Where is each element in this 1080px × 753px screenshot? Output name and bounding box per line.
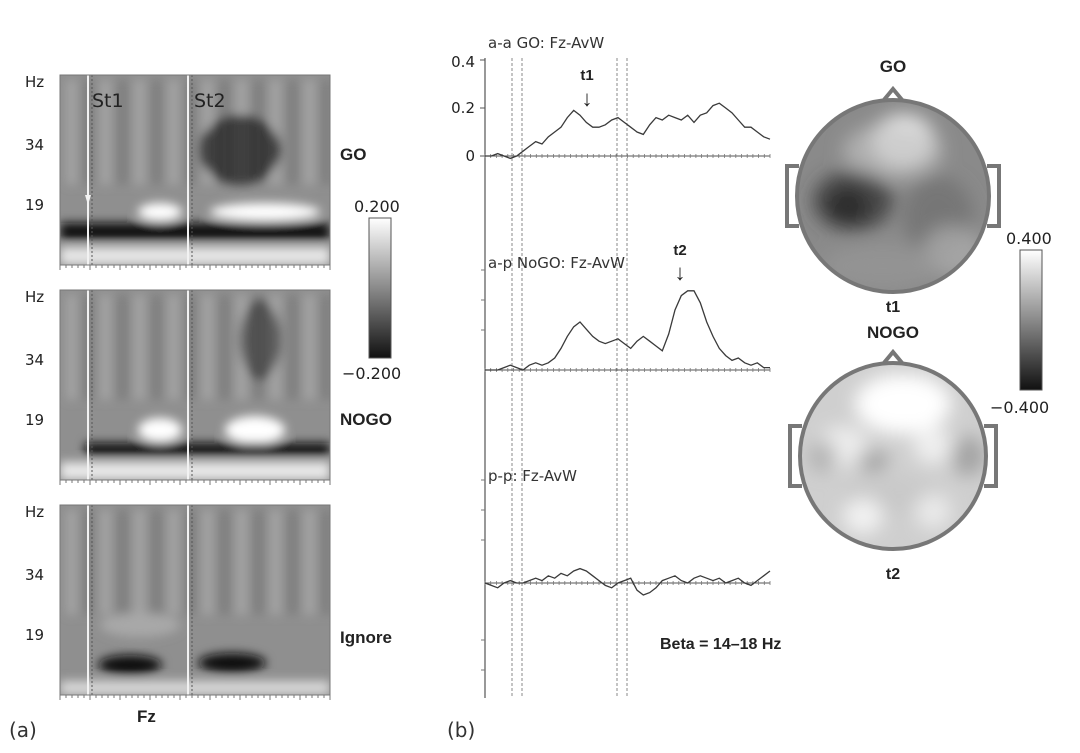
- panel-a-label: (a): [9, 718, 37, 742]
- y-tick-0-2: 0.2: [451, 99, 475, 117]
- tf-plot-nogo: Hz 34 19: [25, 288, 331, 485]
- ear-left: [785, 164, 799, 228]
- y-tick-34: 34: [25, 351, 44, 369]
- y-tick-0-4: 0.4: [451, 53, 475, 71]
- hz-label: Hz: [25, 288, 44, 306]
- trace-title-nogo: a-p NoGO: Fz-AvW: [488, 254, 625, 272]
- row-label-ignore: Ignore: [340, 628, 392, 647]
- row-label-go: GO: [340, 145, 366, 164]
- st1-arrow-icon: [85, 195, 91, 205]
- map-nogo-time: t2: [886, 566, 900, 583]
- trace-line: [484, 567, 771, 596]
- ear-right: [987, 164, 1001, 228]
- trace-title-go: a-a GO: Fz-AvW: [488, 34, 604, 52]
- ear-right: [984, 424, 998, 488]
- marker-t2: t2: [673, 242, 686, 259]
- y-tick-19: 19: [25, 411, 44, 429]
- trace-line: [485, 102, 771, 160]
- colorbar-a-max: 0.200: [354, 197, 400, 216]
- y-tick-34: 34: [25, 566, 44, 584]
- hz-label: Hz: [25, 73, 44, 91]
- panel-b-label: (b): [447, 718, 475, 742]
- electrode-label: Fz: [137, 707, 156, 726]
- colorbar-b-min: −0.400: [990, 398, 1049, 417]
- topomap-go: [785, 85, 1001, 294]
- map-go-label: GO: [880, 57, 906, 76]
- tf-plot-go: Hz 34 19 St1 St2: [25, 73, 331, 270]
- trace-1: [484, 102, 771, 160]
- topomap-nogo: [788, 348, 998, 551]
- marker-t1-arrow: ↓: [582, 86, 593, 111]
- trace-title-pp: p-p: Fz-AvW: [488, 467, 577, 485]
- colorbar-b: [1019, 249, 1043, 391]
- y-tick-19: 19: [25, 196, 44, 214]
- panel-a: Hz 34 19 St1 St2 Hz 34 19 Hz 34 19: [25, 73, 331, 700]
- colorbar-a: [368, 217, 392, 359]
- map-go-time: t1: [886, 299, 900, 316]
- y-tick-34: 34: [25, 136, 44, 154]
- stimulus-label-st2: St2: [194, 90, 226, 112]
- band-note: Beta = 14–18 Hz: [660, 636, 781, 653]
- marker-t1: t1: [580, 67, 593, 84]
- trace-3: [484, 567, 771, 596]
- row-label-nogo: NOGO: [340, 410, 392, 429]
- colorbar-b-max: 0.400: [1006, 229, 1052, 248]
- ear-left: [788, 424, 802, 488]
- hz-label: Hz: [25, 503, 44, 521]
- nose: [881, 85, 905, 103]
- trace-2: [484, 290, 771, 372]
- stimulus-label-st1: St1: [92, 90, 124, 112]
- nose: [881, 348, 905, 366]
- colorbar-a-min: −0.200: [342, 364, 401, 383]
- trace-line: [485, 290, 770, 371]
- panel-b: [480, 58, 1001, 698]
- marker-t2-arrow: ↓: [675, 260, 686, 285]
- tf-plot-ignore: Hz 34 19: [25, 503, 331, 700]
- y-tick-19: 19: [25, 626, 44, 644]
- map-nogo-label: NOGO: [867, 323, 919, 342]
- y-tick-0: 0: [465, 147, 475, 165]
